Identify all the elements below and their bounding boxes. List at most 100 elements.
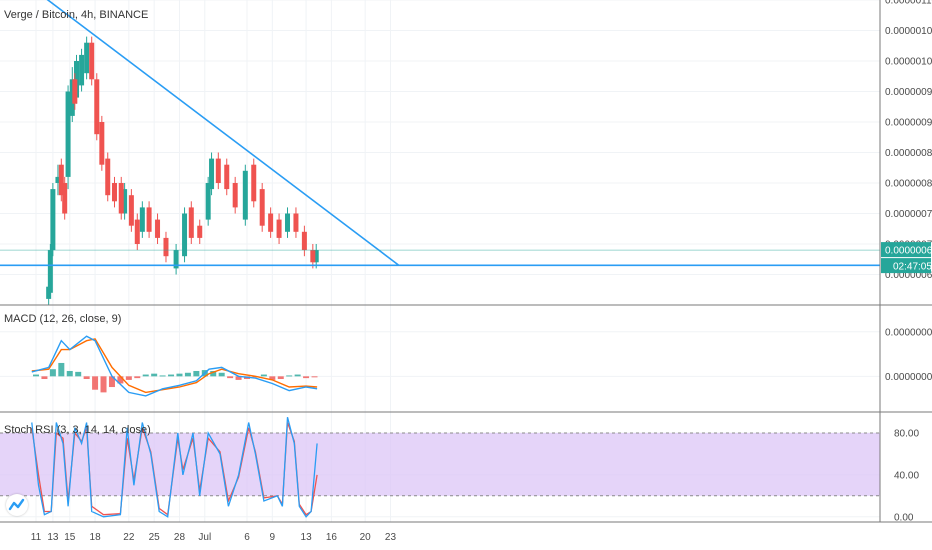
histogram-bar (210, 370, 217, 377)
candle-body (197, 225, 203, 238)
countdown-badge (881, 258, 931, 274)
candle-body (310, 250, 316, 263)
histogram-bar (134, 376, 141, 379)
candle-body (182, 213, 188, 257)
stoch-k-line (31, 417, 318, 518)
candle-body (122, 189, 128, 214)
candle-body (146, 207, 152, 232)
candle-body (128, 195, 134, 226)
price-tick-label: 0.00000095 (885, 87, 932, 98)
stoch-band (0, 432, 880, 497)
trend-lines (0, 0, 880, 267)
price-tick-label: 0.00000110 (885, 0, 932, 7)
histogram-bar (117, 376, 124, 384)
candle-body (89, 42, 95, 80)
histogram-bar (311, 376, 318, 378)
x-tick-label: 16 (326, 532, 338, 543)
candles (46, 36, 319, 305)
histogram-bar (294, 374, 301, 377)
x-tick-label: 20 (360, 532, 372, 543)
x-tick-label: 22 (123, 532, 135, 543)
candle-body (232, 183, 238, 208)
histogram-bar (58, 362, 65, 377)
countdown-value: 02:47:05 (893, 262, 932, 273)
last-price-badge (881, 242, 931, 258)
last-price-value: 0.00000069 (885, 246, 932, 257)
stoch-tick-label: 40.00 (894, 470, 919, 481)
candle-body (242, 170, 248, 220)
x-tick-label: 11 (31, 532, 42, 543)
candle-body (268, 213, 274, 232)
candle-body (285, 213, 291, 232)
candle-body (139, 207, 145, 232)
labels: 0.000000650.000000700.000000750.00000080… (4, 0, 932, 543)
axes (0, 0, 932, 523)
histogram-bar (83, 376, 90, 380)
x-tick-label: 13 (47, 532, 59, 543)
histogram-bar (277, 376, 284, 380)
histogram-bar (227, 376, 234, 379)
candle-body (173, 250, 179, 269)
stoch-tick-label: 0.00 (894, 512, 914, 523)
x-tick-label: 15 (64, 532, 76, 543)
candle-body (94, 79, 100, 135)
chart-title: Verge / Bitcoin, 4h, BINANCE (4, 9, 148, 21)
histogram-bar (303, 376, 310, 379)
histogram-bar (142, 374, 149, 377)
candle-body (69, 79, 75, 116)
stoch-tick-label: 80.00 (894, 428, 919, 439)
price-tick-label: 0.00000065 (885, 270, 932, 281)
price-tick-label: 0.00000075 (885, 209, 932, 220)
histogram-bar (176, 373, 183, 377)
candle-body (134, 219, 140, 244)
histogram-bar (33, 374, 39, 377)
x-tick-label: 9 (270, 532, 276, 543)
candle-body (301, 231, 307, 251)
macd-histogram (33, 362, 318, 393)
macd-title: MACD (12, 26, close, 9) (4, 313, 121, 325)
candle-body (105, 158, 111, 196)
indicator-lines (31, 335, 318, 518)
histogram-bar (184, 372, 191, 377)
histogram-bar (193, 370, 200, 377)
histogram-bar (41, 376, 48, 380)
histogram-bar (108, 376, 115, 388)
candle-body (163, 237, 169, 257)
histogram-bar (260, 374, 267, 377)
x-tick-label: 6 (244, 532, 250, 543)
candle-body (58, 164, 64, 196)
macd-line (31, 335, 318, 397)
candle-body (259, 189, 265, 226)
candle-body (251, 164, 257, 202)
candle-body (118, 183, 124, 214)
candle-body (62, 183, 68, 214)
macd-tick-label: 0.00000005 (885, 327, 932, 338)
descending-trendline (46, 0, 400, 266)
candle-body (50, 189, 56, 251)
x-tick-label: 25 (149, 532, 161, 543)
candle-body (65, 91, 71, 177)
candle-body (99, 122, 105, 165)
tradingview-logo-icon[interactable] (6, 494, 28, 516)
histogram-bar (235, 376, 242, 380)
histogram-bar (125, 376, 132, 380)
x-tick-label: 28 (174, 532, 186, 543)
candle-body (293, 213, 299, 232)
histogram-bar (100, 376, 107, 393)
price-tick-label: 0.00000105 (885, 26, 932, 37)
x-tick-label: Jul (198, 532, 211, 543)
candle-body (209, 158, 215, 190)
histogram-bar (159, 375, 166, 377)
candle-body (72, 79, 78, 104)
candle-body (224, 164, 230, 190)
candle-body (84, 42, 90, 74)
candle-body (79, 54, 85, 86)
histogram-bar (286, 375, 293, 377)
x-tick-label: 18 (90, 532, 102, 543)
x-tick-label: 13 (301, 532, 313, 543)
